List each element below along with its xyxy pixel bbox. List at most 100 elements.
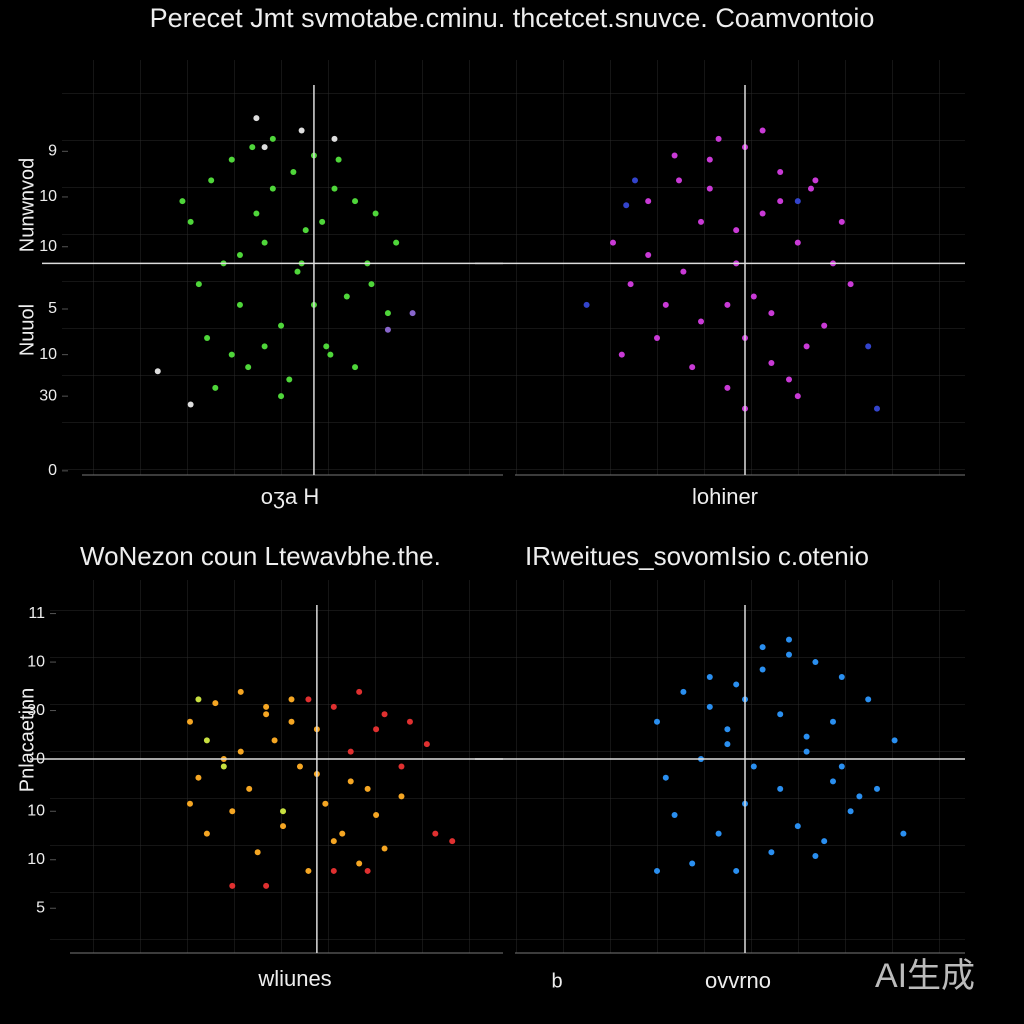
point [768, 310, 775, 317]
point [838, 218, 845, 225]
point [706, 673, 713, 680]
point [208, 177, 215, 184]
y-tick-label: 10 [27, 653, 45, 670]
point [768, 359, 775, 366]
point [236, 252, 243, 259]
y-tick-label: 10 [27, 802, 45, 819]
point [654, 718, 660, 725]
point [759, 210, 766, 217]
point [343, 293, 350, 300]
point [632, 177, 638, 184]
point [253, 115, 260, 122]
point [364, 867, 371, 874]
point [777, 169, 784, 176]
y-tick-label: 5 [48, 300, 57, 317]
point [246, 785, 253, 792]
point [812, 659, 819, 666]
point [838, 763, 845, 770]
plot-grid [495, 580, 965, 953]
point [352, 364, 359, 371]
point [319, 218, 326, 225]
x-axis-label: wliunes [257, 966, 331, 991]
point [794, 823, 801, 830]
point [237, 688, 244, 695]
point [322, 800, 329, 807]
point [305, 696, 312, 703]
point [803, 748, 810, 755]
point [330, 703, 337, 710]
y-axis-label: Nunwnvod [16, 158, 38, 253]
point [212, 700, 219, 707]
point [830, 778, 836, 785]
y-tick-label: 10 [39, 346, 57, 363]
point [698, 318, 704, 325]
point [271, 737, 278, 744]
x-axis-label: oʒa H [261, 484, 319, 509]
point [706, 156, 713, 163]
y-tick-label: 9 [48, 143, 57, 160]
point [874, 405, 880, 412]
point [384, 326, 391, 333]
point [393, 239, 400, 246]
point [263, 711, 270, 718]
point [228, 351, 235, 358]
y-tick-label: 5 [36, 899, 45, 916]
point [645, 252, 652, 259]
point [261, 239, 268, 246]
point [645, 198, 652, 205]
point [245, 364, 252, 371]
point [373, 811, 380, 818]
point [331, 135, 338, 142]
y-axis-label: Pnlacaetinn [16, 688, 38, 793]
point [803, 733, 810, 740]
point [865, 696, 872, 703]
point [356, 860, 363, 867]
point [356, 688, 363, 695]
point [715, 135, 722, 142]
point [786, 651, 792, 658]
point [627, 281, 634, 288]
watermark: AI生成 [875, 957, 975, 995]
point [794, 393, 801, 400]
point [654, 335, 660, 342]
point [302, 227, 309, 234]
y-tick-label: 10 [39, 238, 57, 255]
point [891, 737, 898, 744]
point [278, 393, 285, 400]
point [352, 198, 359, 205]
point [296, 763, 303, 770]
point [750, 293, 757, 300]
point [724, 741, 731, 748]
point [195, 281, 202, 288]
point [229, 882, 236, 889]
point [372, 210, 379, 217]
point [236, 301, 243, 308]
point [249, 144, 256, 151]
y-tick-label: 0 [48, 462, 57, 479]
point [821, 838, 828, 845]
point [179, 198, 186, 205]
point [759, 127, 766, 134]
point [186, 718, 193, 725]
chart-title: IRweitues_sovomIsio c.otenio [525, 541, 869, 571]
point [794, 198, 801, 205]
y-tick-label: 11 [28, 605, 45, 622]
plot-grid [62, 60, 503, 475]
point [671, 811, 678, 818]
point [373, 726, 380, 733]
point [900, 830, 907, 837]
plot-grid [495, 60, 965, 475]
point [777, 711, 784, 718]
point [339, 830, 346, 837]
point [724, 384, 731, 391]
point [671, 152, 678, 159]
point [381, 845, 388, 852]
point [212, 384, 219, 391]
point [803, 343, 810, 350]
point [330, 867, 337, 874]
point [759, 666, 766, 673]
point [398, 763, 405, 770]
point [847, 281, 854, 288]
point [423, 741, 430, 748]
